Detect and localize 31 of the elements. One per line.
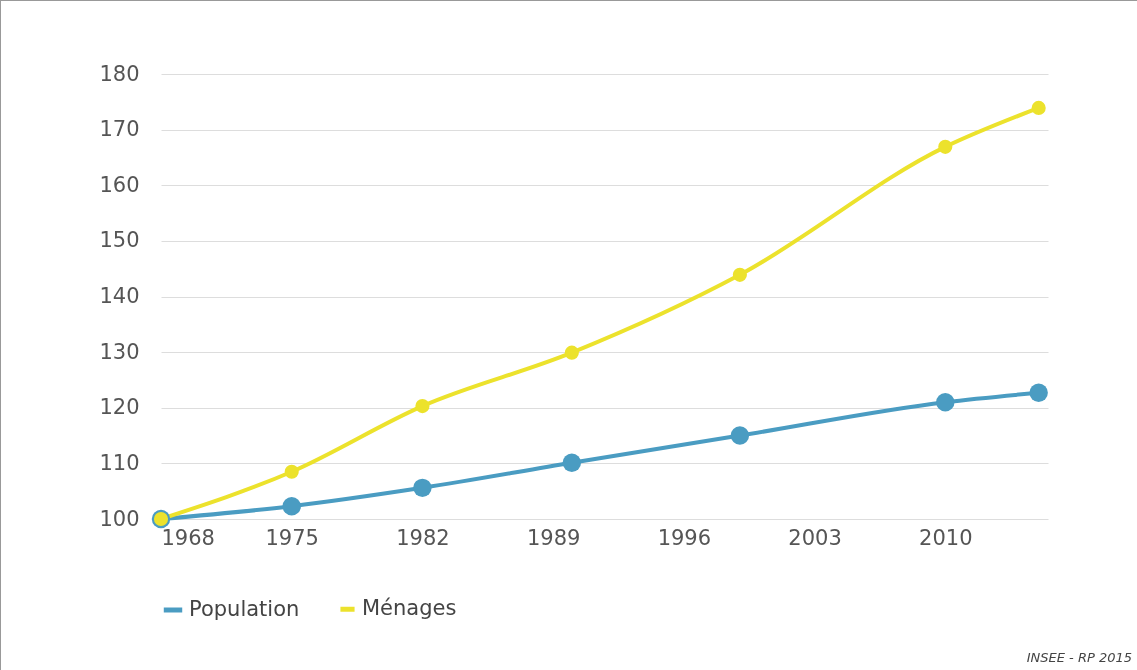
y-tick-label: 180	[99, 61, 140, 86]
legend-label: Population	[189, 597, 300, 621]
point	[1031, 100, 1046, 115]
x-tick-label: 1996	[657, 525, 712, 550]
point	[732, 267, 747, 282]
text: INSEE - RP 2015	[1026, 650, 1132, 665]
point	[413, 478, 432, 498]
point	[284, 464, 299, 479]
y-tick-label: 140	[99, 284, 140, 308]
y-tick-label: 100	[99, 506, 140, 531]
x-tick-label: 2003	[788, 525, 842, 550]
x-tick-label: 1982	[396, 525, 450, 550]
point	[938, 139, 953, 154]
x-tick-label: 2010	[919, 525, 973, 550]
x-tick-label: 1989	[526, 525, 581, 550]
legend-label: Ménages	[362, 596, 457, 621]
y-tick-label: 170	[99, 117, 140, 142]
point	[1029, 383, 1048, 402]
y-tick-label: 120	[99, 395, 140, 420]
point	[282, 497, 301, 516]
point	[936, 392, 955, 412]
point	[415, 399, 430, 414]
y-tick-label: 150	[99, 228, 140, 253]
x-tick-label: 1968	[161, 525, 215, 550]
x-tick-label: 1975	[265, 525, 319, 550]
y-tick-label: 110	[99, 450, 140, 475]
y-tick-label: 130	[99, 339, 140, 364]
point	[564, 345, 579, 360]
y-tick-label: 160	[99, 172, 140, 197]
point	[730, 426, 750, 445]
point	[562, 453, 582, 473]
